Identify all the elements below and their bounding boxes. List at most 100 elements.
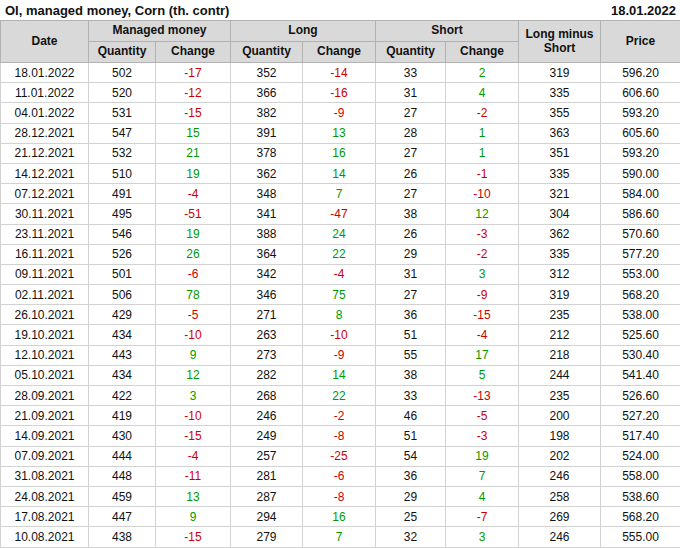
header-row-groups: Date Managed money Long Short Long minus…: [1, 21, 680, 42]
cell-long-quantity: 342: [231, 264, 303, 284]
table-row: 19.10.2021 434 -10 263 -10 51 -4 212 525…: [1, 325, 680, 345]
cell-short-change: -2: [446, 244, 519, 264]
table-row: 02.11.2021 506 78 346 75 27 -9 319 568.2…: [1, 285, 680, 305]
cell-price: 517.40: [601, 426, 680, 446]
cell-long-quantity: 378: [231, 143, 303, 163]
cell-mm-quantity: 434: [89, 325, 156, 345]
cell-mm-quantity: 443: [89, 345, 156, 365]
cell-price: 558.00: [601, 466, 680, 486]
cell-long-change: 7: [303, 184, 376, 204]
cell-mm-change: -6: [156, 264, 231, 284]
cell-mm-change: -4: [156, 446, 231, 466]
cell-long-minus-short: 363: [519, 123, 601, 143]
cell-long-minus-short: 246: [519, 527, 601, 547]
cell-short-quantity: 38: [376, 365, 446, 385]
cell-short-quantity: 38: [376, 204, 446, 224]
cell-long-quantity: 348: [231, 184, 303, 204]
table-row: 16.11.2021 526 26 364 22 29 -2 335 577.2…: [1, 244, 680, 264]
cell-date: 16.11.2021: [1, 244, 89, 264]
cell-date: 05.10.2021: [1, 365, 89, 385]
cell-short-change: 7: [446, 466, 519, 486]
cell-short-quantity: 46: [376, 406, 446, 426]
cell-long-quantity: 279: [231, 527, 303, 547]
cell-short-quantity: 36: [376, 305, 446, 325]
cell-long-change: -16: [303, 83, 376, 103]
cell-date: 31.08.2021: [1, 466, 89, 486]
cell-long-change: -25: [303, 446, 376, 466]
cell-mm-change: 26: [156, 244, 231, 264]
cell-long-quantity: 281: [231, 466, 303, 486]
table-row: 14.09.2021 430 -15 249 -8 51 -3 198 517.…: [1, 426, 680, 446]
cell-short-change: -3: [446, 426, 519, 446]
cell-short-quantity: 26: [376, 224, 446, 244]
cell-short-quantity: 27: [376, 103, 446, 123]
cell-long-minus-short: 202: [519, 446, 601, 466]
cell-price: 577.20: [601, 244, 680, 264]
cell-price: 555.00: [601, 527, 680, 547]
cell-long-minus-short: 319: [519, 285, 601, 305]
cell-date: 30.11.2021: [1, 204, 89, 224]
cell-date: 07.09.2021: [1, 446, 89, 466]
cell-long-change: -6: [303, 466, 376, 486]
table-row: 10.08.2021 438 -15 279 7 32 3 246 555.00: [1, 527, 680, 547]
cell-date: 10.08.2021: [1, 527, 89, 547]
cell-price: 553.00: [601, 264, 680, 284]
cell-short-quantity: 29: [376, 244, 446, 264]
cell-mm-quantity: 501: [89, 264, 156, 284]
cell-short-quantity: 27: [376, 285, 446, 305]
cell-mm-change: 15: [156, 123, 231, 143]
cell-mm-quantity: 502: [89, 63, 156, 83]
table-row: 07.09.2021 444 -4 257 -25 54 19 202 524.…: [1, 446, 680, 466]
cell-price: 593.20: [601, 143, 680, 163]
cell-price: 605.60: [601, 123, 680, 143]
cell-long-change: -9: [303, 103, 376, 123]
table-row: 21.12.2021 532 21 378 16 27 1 351 593.20: [1, 143, 680, 163]
cell-long-quantity: 263: [231, 325, 303, 345]
cell-long-quantity: 249: [231, 426, 303, 446]
cell-long-quantity: 364: [231, 244, 303, 264]
cell-long-quantity: 271: [231, 305, 303, 325]
cell-date: 14.12.2021: [1, 163, 89, 183]
cell-short-change: 1: [446, 123, 519, 143]
cell-price: 541.40: [601, 365, 680, 385]
cell-short-quantity: 27: [376, 184, 446, 204]
cell-long-change: 22: [303, 244, 376, 264]
cell-short-change: -15: [446, 305, 519, 325]
cell-short-quantity: 33: [376, 63, 446, 83]
cell-long-change: -9: [303, 345, 376, 365]
cell-long-change: 7: [303, 527, 376, 547]
cell-date: 19.10.2021: [1, 325, 89, 345]
cell-price: 538.00: [601, 305, 680, 325]
column-header-mm-quantity: Quantity: [89, 42, 156, 63]
cell-long-change: -47: [303, 204, 376, 224]
cell-long-minus-short: 235: [519, 386, 601, 406]
cell-long-minus-short: 244: [519, 365, 601, 385]
cell-price: 596.20: [601, 63, 680, 83]
cell-mm-quantity: 434: [89, 365, 156, 385]
cell-long-change: -14: [303, 63, 376, 83]
column-header-long-minus-short: Long minus Short: [519, 21, 601, 63]
cell-short-quantity: 31: [376, 264, 446, 284]
column-header-date: Date: [1, 21, 89, 63]
table-row: 07.12.2021 491 -4 348 7 27 -10 321 584.0…: [1, 184, 680, 204]
cell-date: 18.01.2022: [1, 63, 89, 83]
cell-long-quantity: 268: [231, 386, 303, 406]
cell-long-quantity: 362: [231, 163, 303, 183]
cell-long-minus-short: 235: [519, 305, 601, 325]
cell-short-quantity: 51: [376, 426, 446, 446]
table-row: 05.10.2021 434 12 282 14 38 5 244 541.40: [1, 365, 680, 385]
cell-date: 12.10.2021: [1, 345, 89, 365]
cell-long-quantity: 346: [231, 285, 303, 305]
cell-date: 26.10.2021: [1, 305, 89, 325]
cell-price: 584.00: [601, 184, 680, 204]
cell-long-change: 22: [303, 386, 376, 406]
cell-date: 17.08.2021: [1, 507, 89, 527]
column-header-long-quantity: Quantity: [231, 42, 303, 63]
title-bar: OI, managed money, Corn (th. contr) 18.0…: [0, 0, 680, 20]
cell-date: 09.11.2021: [1, 264, 89, 284]
cell-mm-change: -4: [156, 184, 231, 204]
cell-short-change: -5: [446, 406, 519, 426]
cell-short-quantity: 31: [376, 83, 446, 103]
cell-long-quantity: 352: [231, 63, 303, 83]
table-row: 31.08.2021 448 -11 281 -6 36 7 246 558.0…: [1, 466, 680, 486]
